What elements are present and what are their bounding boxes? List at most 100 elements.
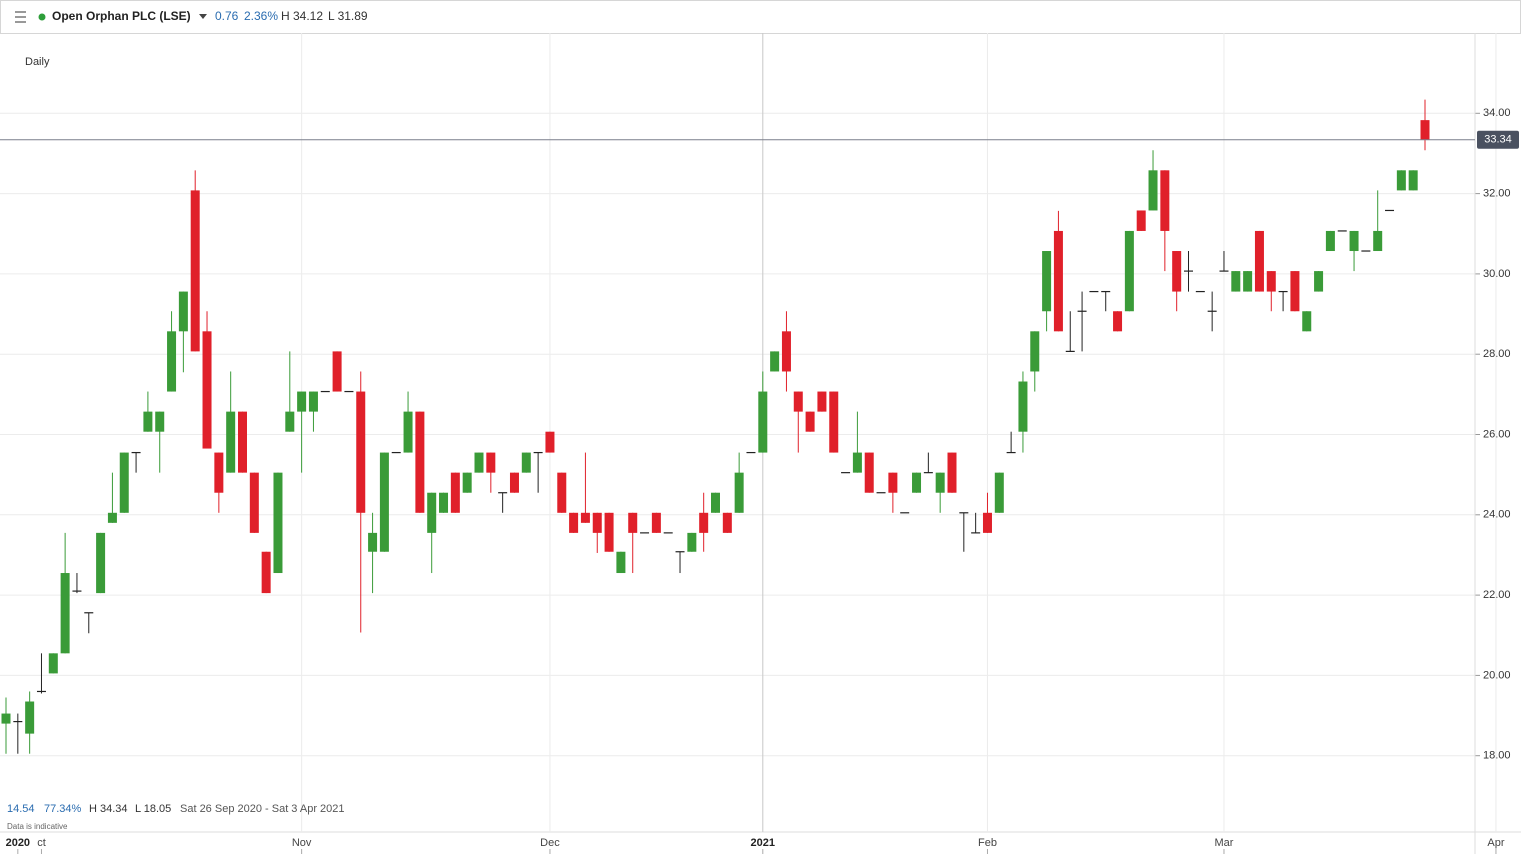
candle-body bbox=[616, 551, 626, 574]
candle-body bbox=[486, 452, 496, 473]
y-tick-label: 34.00 bbox=[1483, 107, 1511, 119]
candle-body bbox=[214, 452, 224, 493]
x-tick-label: 2021 bbox=[751, 837, 775, 849]
candle-body bbox=[1053, 230, 1063, 332]
candle-body bbox=[450, 472, 460, 513]
candle-body bbox=[699, 512, 709, 533]
y-tick-label: 18.00 bbox=[1483, 750, 1511, 762]
candle-body bbox=[332, 351, 342, 392]
candle-body bbox=[178, 291, 188, 332]
candle-body bbox=[48, 653, 58, 674]
candle-body bbox=[107, 512, 117, 523]
candle-body bbox=[734, 472, 744, 513]
footer-range: Sat 26 Sep 2020 - Sat 3 Apr 2021 bbox=[180, 803, 345, 815]
candle-body bbox=[1314, 271, 1324, 292]
candle-body bbox=[167, 331, 177, 392]
candle-body bbox=[888, 472, 898, 493]
y-tick-label: 22.00 bbox=[1483, 589, 1511, 601]
candle-body bbox=[1042, 251, 1052, 312]
candle-body bbox=[592, 512, 602, 533]
header-low: L 31.89 bbox=[328, 9, 368, 23]
candle-body bbox=[297, 391, 307, 412]
candle-body bbox=[202, 331, 212, 449]
candle-body bbox=[1160, 170, 1170, 231]
candle-body bbox=[829, 391, 839, 453]
candle-body bbox=[1148, 170, 1158, 211]
x-tick-label: Feb bbox=[978, 837, 997, 849]
candle-body bbox=[1113, 311, 1123, 332]
candle-body bbox=[1254, 230, 1264, 292]
candle-body bbox=[1, 713, 11, 724]
candle-body bbox=[356, 391, 366, 513]
candle-body bbox=[462, 472, 472, 493]
candle-body bbox=[687, 532, 697, 552]
footer-change: 14.54 bbox=[7, 803, 35, 815]
candle-body bbox=[557, 472, 567, 513]
candle-body bbox=[308, 391, 318, 412]
candle-body bbox=[1408, 170, 1418, 191]
candle-body bbox=[226, 411, 236, 473]
y-tick-label: 28.00 bbox=[1483, 348, 1511, 360]
candle-body bbox=[604, 512, 614, 552]
candle-body bbox=[852, 452, 862, 473]
y-tick-label: 26.00 bbox=[1483, 428, 1511, 440]
candle-body bbox=[628, 512, 638, 533]
y-tick-label: 20.00 bbox=[1483, 669, 1511, 681]
x-tick-label: Dec bbox=[540, 837, 560, 849]
candle-body bbox=[509, 472, 519, 493]
candle-body bbox=[1243, 271, 1253, 292]
candle-body bbox=[1124, 230, 1134, 312]
candle-body bbox=[521, 452, 531, 473]
candle-body bbox=[1030, 331, 1040, 372]
candle-body bbox=[912, 472, 922, 493]
candle-body bbox=[273, 472, 283, 574]
candle-body bbox=[474, 452, 484, 473]
candle-body bbox=[190, 190, 200, 352]
candle-body bbox=[1266, 271, 1276, 292]
footer-change-pct: 77.34% bbox=[44, 803, 82, 815]
candle-body bbox=[261, 551, 271, 594]
status-dot bbox=[38, 13, 46, 21]
candle-body bbox=[96, 532, 106, 594]
candle-body bbox=[935, 472, 945, 493]
x-tick-label: Apr bbox=[1487, 837, 1504, 849]
y-tick-label: 32.00 bbox=[1483, 188, 1511, 200]
header-bar bbox=[0, 0, 1521, 34]
candle-body bbox=[1172, 251, 1182, 292]
candle-body bbox=[1325, 230, 1335, 252]
footer-low: L 18.05 bbox=[135, 803, 171, 815]
instrument-title[interactable]: Open Orphan PLC (LSE) bbox=[52, 9, 191, 23]
candle-body bbox=[711, 492, 720, 513]
footer-note: Data is indicative bbox=[7, 822, 68, 831]
header-change: 0.76 bbox=[215, 9, 239, 23]
candle-body bbox=[805, 411, 815, 432]
y-tick-label: 30.00 bbox=[1483, 268, 1511, 280]
candle-body bbox=[580, 512, 590, 523]
candle-body bbox=[770, 351, 780, 372]
candle-body bbox=[285, 411, 295, 432]
candle-body bbox=[439, 492, 449, 513]
x-tick-label: ct bbox=[37, 837, 46, 849]
candle-body bbox=[994, 472, 1004, 513]
candle-body bbox=[1290, 271, 1300, 312]
plot: 18.00 20.00 22.00 24.00 26.00 28.00 30.00 32.00… bbox=[0, 33, 1521, 854]
candle-body bbox=[368, 532, 378, 552]
candle-body bbox=[781, 331, 791, 372]
candle-body bbox=[155, 411, 165, 432]
candle-body bbox=[60, 573, 70, 654]
last-price-box bbox=[1477, 130, 1519, 149]
menu-icon[interactable] bbox=[15, 11, 26, 23]
candle-body bbox=[119, 452, 129, 513]
y-tick-label: 24.00 bbox=[1483, 509, 1511, 521]
candle-body bbox=[817, 391, 827, 412]
candle-body bbox=[545, 431, 555, 453]
candle-body bbox=[947, 452, 957, 493]
candle-body bbox=[379, 452, 389, 552]
candle-body bbox=[722, 512, 732, 533]
dropdown-caret[interactable] bbox=[199, 14, 207, 19]
candle-body bbox=[1349, 230, 1359, 252]
header-change-pct: 2.36% bbox=[244, 9, 278, 23]
candle-body bbox=[415, 411, 425, 513]
